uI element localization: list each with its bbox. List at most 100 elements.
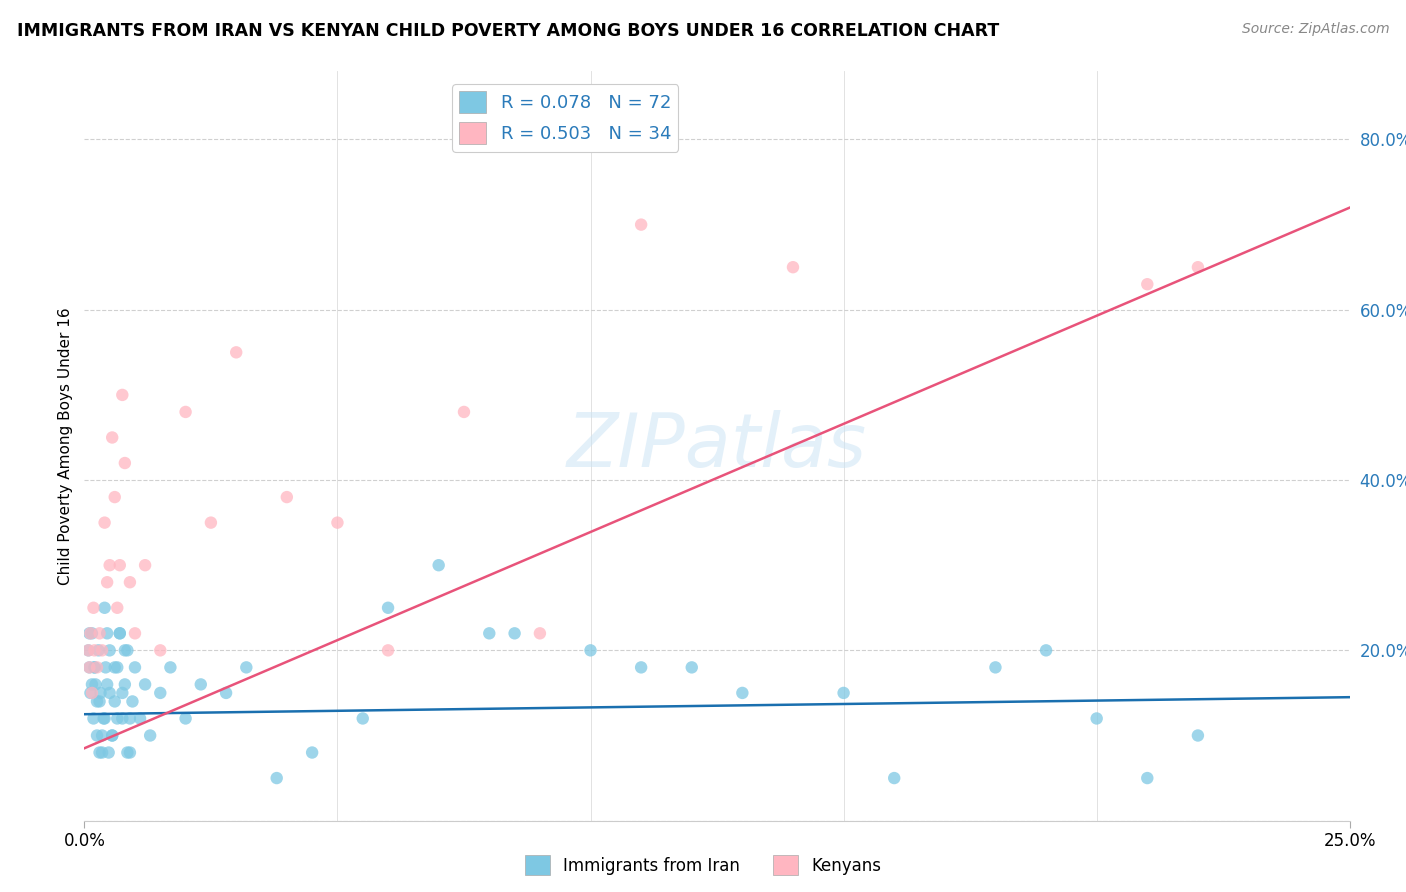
Point	[134, 677, 156, 691]
Point	[79, 626, 101, 640]
Point	[80, 686, 103, 700]
Point	[1187, 260, 1209, 275]
Point	[111, 711, 134, 725]
Point	[121, 694, 143, 708]
Point	[83, 643, 105, 657]
Point	[93, 711, 115, 725]
Point	[101, 729, 124, 743]
Point	[96, 677, 118, 691]
Point	[117, 643, 139, 657]
Point	[114, 643, 136, 657]
Point	[77, 643, 100, 657]
Point	[832, 686, 855, 700]
Point	[453, 405, 475, 419]
Point	[114, 677, 136, 691]
Point	[83, 660, 105, 674]
Point	[984, 660, 1007, 674]
Point	[134, 558, 156, 573]
Text: IMMIGRANTS FROM IRAN VS KENYAN CHILD POVERTY AMONG BOYS UNDER 16 CORRELATION CHA: IMMIGRANTS FROM IRAN VS KENYAN CHILD POV…	[17, 22, 1000, 40]
Point	[104, 490, 127, 504]
Point	[93, 711, 115, 725]
Point	[301, 746, 323, 760]
Point	[117, 746, 139, 760]
Point	[108, 558, 131, 573]
Point	[630, 218, 652, 232]
Point	[105, 660, 128, 674]
Point	[108, 626, 131, 640]
Point	[79, 660, 101, 674]
Point	[225, 345, 247, 359]
Point	[149, 643, 172, 657]
Point	[190, 677, 212, 691]
Point	[326, 516, 349, 530]
Point	[529, 626, 551, 640]
Point	[174, 711, 197, 725]
Point	[118, 746, 141, 760]
Y-axis label: Child Poverty Among Boys Under 16: Child Poverty Among Boys Under 16	[58, 307, 73, 585]
Point	[215, 686, 238, 700]
Point	[478, 626, 501, 640]
Point	[118, 575, 141, 590]
Point	[1035, 643, 1057, 657]
Point	[98, 643, 121, 657]
Point	[83, 660, 105, 674]
Point	[89, 694, 111, 708]
Point	[91, 643, 114, 657]
Point	[352, 711, 374, 725]
Point	[139, 729, 162, 743]
Point	[82, 600, 104, 615]
Point	[579, 643, 602, 657]
Point	[101, 430, 124, 444]
Point	[77, 643, 100, 657]
Point	[731, 686, 754, 700]
Point	[1187, 729, 1209, 743]
Point	[1136, 771, 1159, 785]
Point	[86, 660, 108, 674]
Point	[79, 660, 101, 674]
Point	[104, 694, 127, 708]
Point	[94, 660, 117, 674]
Point	[98, 686, 121, 700]
Point	[90, 686, 112, 700]
Point	[630, 660, 652, 674]
Point	[79, 626, 101, 640]
Point	[98, 558, 121, 573]
Text: ZIPatlas: ZIPatlas	[567, 410, 868, 482]
Point	[84, 677, 107, 691]
Point	[96, 575, 118, 590]
Point	[101, 729, 124, 743]
Point	[105, 600, 128, 615]
Point	[124, 660, 146, 674]
Point	[87, 643, 110, 657]
Point	[89, 626, 111, 640]
Point	[108, 626, 131, 640]
Point	[80, 677, 103, 691]
Point	[129, 711, 152, 725]
Point	[104, 660, 127, 674]
Point	[114, 456, 136, 470]
Point	[93, 600, 115, 615]
Point	[124, 626, 146, 640]
Point	[86, 729, 108, 743]
Point	[89, 746, 111, 760]
Point	[80, 626, 103, 640]
Point	[266, 771, 288, 785]
Point	[1085, 711, 1108, 725]
Point	[86, 694, 108, 708]
Point	[149, 686, 172, 700]
Point	[427, 558, 450, 573]
Point	[276, 490, 298, 504]
Text: Source: ZipAtlas.com: Source: ZipAtlas.com	[1241, 22, 1389, 37]
Point	[377, 643, 399, 657]
Point	[105, 711, 128, 725]
Point	[82, 711, 104, 725]
Point	[111, 388, 134, 402]
Legend: Immigrants from Iran, Kenyans: Immigrants from Iran, Kenyans	[517, 848, 889, 882]
Point	[111, 686, 134, 700]
Legend: R = 0.078   N = 72, R = 0.503   N = 34: R = 0.078 N = 72, R = 0.503 N = 34	[451, 84, 679, 152]
Point	[159, 660, 181, 674]
Point	[91, 729, 114, 743]
Point	[97, 746, 120, 760]
Point	[377, 600, 399, 615]
Point	[96, 626, 118, 640]
